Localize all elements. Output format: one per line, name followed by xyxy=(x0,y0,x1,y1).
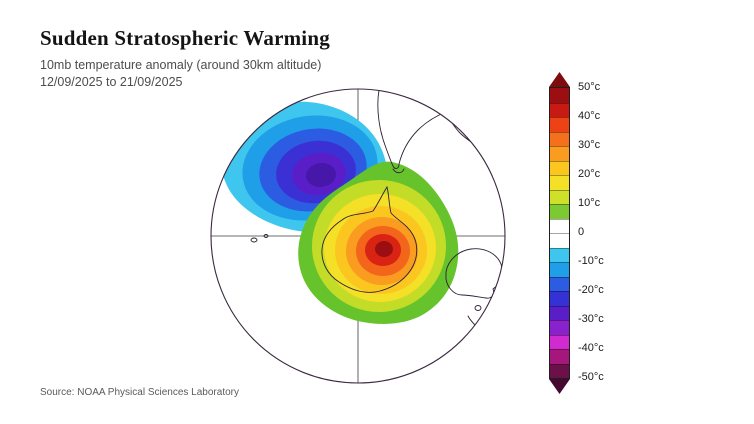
colorbar-tick-label: 10°c xyxy=(578,197,601,209)
temperature-colorbar: 50°c 40°c 30°c 20°c 10°c 0 -10°c -20°c -30°c -40°… xyxy=(549,72,659,394)
colorbar-band xyxy=(550,291,569,306)
coastline-tierra-del-fuego xyxy=(392,168,405,174)
figure-date-range: 12/09/2025 to 21/09/2025 xyxy=(40,75,183,89)
colorbar-band xyxy=(550,305,569,320)
colorbar-band xyxy=(550,233,569,248)
colorbar-band xyxy=(550,363,569,378)
colorbar-band xyxy=(550,276,569,291)
colorbar-band xyxy=(550,102,569,117)
coastline-tasmania xyxy=(474,305,482,311)
colorbar-tick-label: 20°c xyxy=(578,168,601,180)
colorbar-band xyxy=(550,160,569,175)
coastline-south-america xyxy=(377,89,465,169)
colorbar-band xyxy=(550,88,569,103)
anomaly-map xyxy=(210,88,506,384)
colorbar-band xyxy=(550,131,569,146)
coastline-antarctica xyxy=(321,185,418,293)
warm-anomaly-contours xyxy=(298,161,459,324)
colorbar-band xyxy=(550,117,569,132)
colorbar-tick-label: -50°c xyxy=(578,371,604,383)
coastline-africa xyxy=(441,107,479,148)
contour-cold-core xyxy=(306,162,336,188)
island xyxy=(250,237,258,243)
colorbar-arrow-up xyxy=(549,72,570,87)
colorbar-tick-label: -10°c xyxy=(578,255,604,267)
colorbar-band xyxy=(550,247,569,262)
colorbar-band xyxy=(550,218,569,233)
colorbar-tick-label: 50°c xyxy=(578,81,601,93)
colorbar-tick-label: 30°c xyxy=(578,139,601,151)
colorbar-tick-label: -20°c xyxy=(578,284,604,296)
colorbar-band xyxy=(550,204,569,219)
colorbar-tick-label: 0 xyxy=(578,226,585,238)
colorbar-band xyxy=(550,334,569,349)
colorbar-band xyxy=(550,320,569,335)
colorbar-band xyxy=(550,189,569,204)
colorbar-tick-label: 40°c xyxy=(578,110,601,122)
colorbar-tick-label: -40°c xyxy=(578,342,604,354)
figure-header: Sudden Stratospheric Warming 10mb temper… xyxy=(40,26,330,89)
figure-title: Sudden Stratospheric Warming xyxy=(40,26,330,50)
map-boundary xyxy=(210,88,506,384)
colorbar-tick-label: -30°c xyxy=(578,313,604,325)
colorbar-band xyxy=(550,262,569,277)
colorbar-band xyxy=(550,146,569,161)
colorbar-band xyxy=(550,175,569,190)
contour-warm-core xyxy=(375,241,393,257)
colorbar-bands xyxy=(549,87,570,379)
colorbar-arrow-down xyxy=(549,379,570,394)
colorbar-band xyxy=(550,349,569,364)
source-attribution: Source: NOAA Physical Sciences Laborator… xyxy=(40,387,239,398)
figure-subtitle: 10mb temperature anomaly (around 30km al… xyxy=(40,58,322,72)
island xyxy=(263,234,269,238)
coastline-australia xyxy=(445,248,503,299)
